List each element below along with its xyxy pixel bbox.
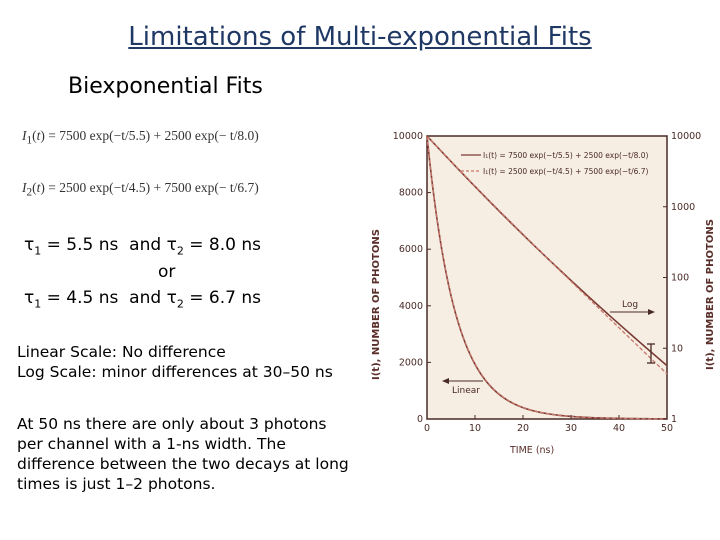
legend-entry-1: I₁(t) = 7500 exp(−t/5.5) + 2500 exp(−t/8…: [483, 151, 649, 160]
y-left-tick-label: 0: [417, 414, 423, 425]
x-tick-label: 0: [424, 423, 430, 434]
y-left-tick-label: 8000: [399, 188, 423, 199]
series-2-log-line: [426, 135, 668, 375]
x-tick-label: 40: [613, 423, 625, 434]
log-label: Log: [622, 300, 638, 310]
tau-line-1-b: = 8.0 ns: [183, 235, 261, 255]
x-tick-label: 50: [661, 423, 673, 434]
legend: I₁(t) = 7500 exp(−t/5.5) + 2500 exp(−t/8…: [461, 151, 649, 176]
x-tick-label: 20: [517, 423, 529, 434]
y-right-tick-label: 1000: [671, 202, 695, 213]
y-left-tick-label: 6000: [399, 244, 423, 255]
x-axis-label: TIME (ns): [509, 445, 554, 456]
y-left-tick-label: 10000: [393, 131, 423, 142]
error-bar-marker: [647, 343, 655, 364]
tau-line-2: τ1 = 4.5 ns and τ2 = 6.7 ns: [24, 288, 261, 311]
y-left-tick-label: 4000: [399, 301, 423, 312]
y-left-tick-label: 2000: [399, 357, 423, 368]
decay-chart: 0 10 20 30 40 50 0 2000 4000 6000 8000 10000 1 10 100 1…: [365, 125, 715, 460]
equation-1: I1(t) = 7500 exp(−t/5.5) + 2500 exp(− t/…: [22, 128, 259, 147]
series-2-linear-line: [426, 135, 668, 420]
y-axis-label-left: I(t), NUMBER OF PHOTONS: [371, 229, 382, 380]
y-right-tick-label: 100: [671, 273, 689, 284]
log-scale-note: Log Scale: minor differences at 30–50 ns: [17, 363, 333, 381]
linear-scale-note: Linear Scale: No difference: [17, 343, 226, 361]
eq2-rhs: = 2500 exp(−t/4.5) + 7500 exp(− t/6.7): [44, 180, 259, 195]
y-right-tick-label: 1: [671, 414, 677, 425]
slide-subtitle: Biexponential Fits: [68, 74, 263, 99]
x-tick-label: 30: [565, 423, 577, 434]
log-annotation: Log: [610, 300, 655, 315]
tau-line-1-a: = 5.5 ns and: [41, 235, 167, 255]
plot-area: [426, 135, 668, 420]
equation-2: I2(t) = 2500 exp(−t/4.5) + 7500 exp(− t/…: [22, 180, 259, 199]
eq1-lhs: I: [22, 128, 27, 143]
legend-entry-2: I₁(t) = 2500 exp(−t/4.5) + 7500 exp(−t/6…: [483, 167, 649, 176]
y-axis-label-right: I(t), NUMBER OF PHOTONS: [705, 219, 715, 370]
eq2-lhs: I: [22, 180, 27, 195]
tau-line-2-b: = 6.7 ns: [183, 288, 261, 308]
slide-title: Limitations of Multi-exponential Fits: [128, 22, 592, 52]
photon-note: At 50 ns there are only about 3 photons …: [17, 415, 349, 493]
eq1-rhs: = 7500 exp(−t/5.5) + 2500 exp(− t/8.0): [44, 128, 259, 143]
y-right-tick-label: 10000: [671, 131, 701, 142]
or-text: or: [158, 262, 176, 282]
y-right-tick-label: 10: [671, 343, 683, 354]
x-tick-label: 10: [469, 423, 481, 434]
tau-line-2-a: = 4.5 ns and: [41, 288, 167, 308]
linear-label: Linear: [452, 386, 480, 396]
linear-annotation: Linear: [442, 378, 483, 396]
tau-line-1: τ1 = 5.5 ns and τ2 = 8.0 ns: [24, 235, 261, 258]
